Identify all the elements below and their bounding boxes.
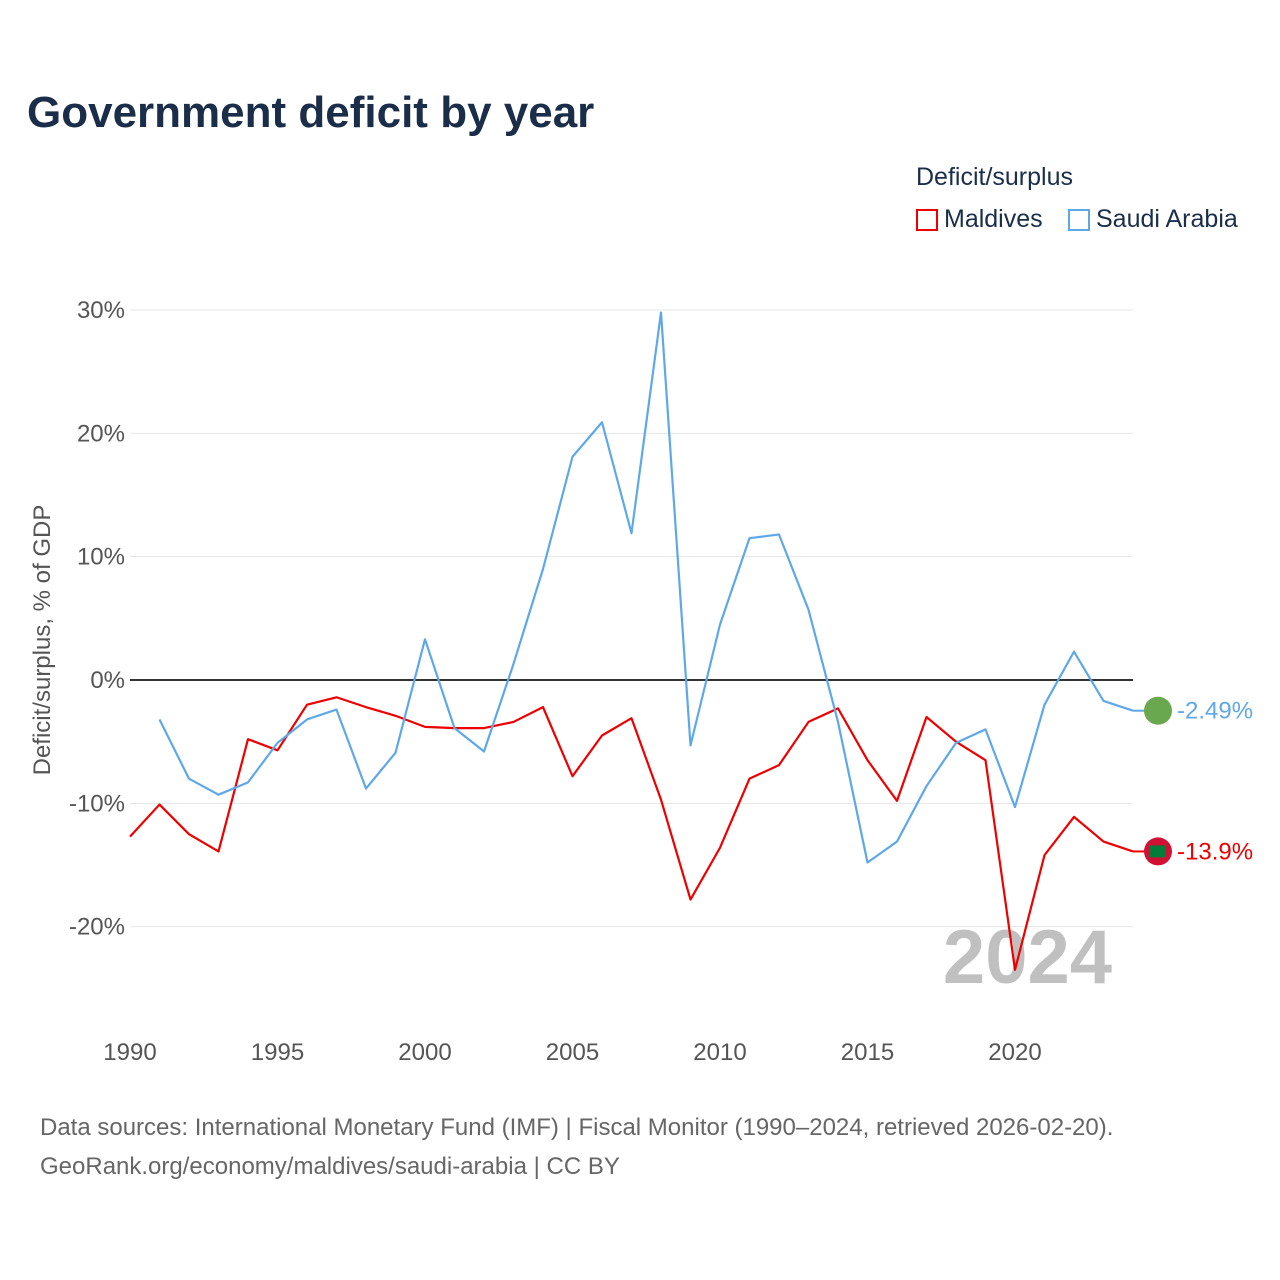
y-tick-label: 20% [77,420,125,447]
series-line-maldives [129,696,1134,971]
series-line-saudi-arabia [158,311,1134,864]
x-tick-label: 1995 [251,1039,304,1066]
legend-swatch [1068,208,1090,231]
y-tick-label: -20% [69,914,125,941]
legend-item-maldives[interactable]: Maldives [916,205,1043,234]
legend-title: Deficit/surplus [916,163,1073,191]
y-tick-label: 30% [77,297,125,324]
legend-swatch [916,208,938,231]
end-value-label: -2.49% [1177,698,1253,725]
x-tick-label: 2015 [841,1039,894,1066]
legend-label: Maldives [944,205,1043,233]
source-line-1: Data sources: International Monetary Fun… [40,1114,1114,1141]
flag-icon-saudi-arabia [1144,696,1172,725]
source-line-2[interactable]: GeoRank.org/economy/maldives/saudi-arabi… [40,1153,620,1180]
x-tick-label: 1990 [103,1039,156,1066]
flag-inner [1150,845,1166,858]
y-tick-label: -10% [69,790,125,817]
year-watermark: 2024 [943,915,1112,1000]
x-tick-label: 2020 [988,1039,1041,1066]
end-value-label: -13.9% [1177,838,1253,865]
y-tick-label: 10% [77,544,125,571]
y-axis-label: Deficit/surplus, % of GDP [29,505,56,776]
y-tick-label: 0% [90,667,125,694]
legend-item-saudi-arabia[interactable]: Saudi Arabia [1068,205,1238,234]
x-tick-label: 2005 [546,1039,599,1066]
chart-title: Government deficit by year [27,88,595,137]
x-tick-label: 2010 [693,1039,746,1066]
source-note: Data sources: International Monetary Fun… [40,1108,1113,1186]
legend-label: Saudi Arabia [1096,205,1238,233]
x-tick-label: 2000 [398,1039,451,1066]
